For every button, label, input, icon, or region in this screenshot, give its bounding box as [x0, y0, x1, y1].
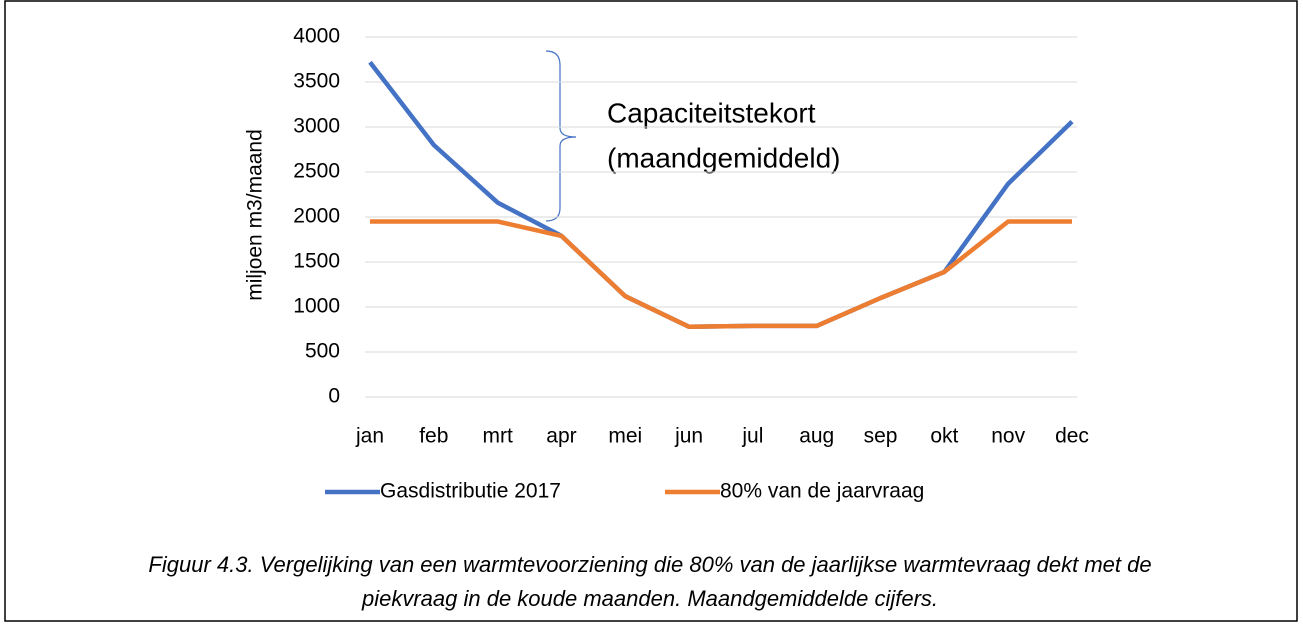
y-axis-title: miljoen m3/maand [244, 129, 267, 301]
y-tick-label: 500 [305, 340, 340, 363]
y-tick-label: 1000 [293, 295, 340, 318]
y-tick-label: 4000 [293, 25, 340, 48]
legend-label: 80% van de jaarvraag [720, 480, 924, 503]
x-tick-label: okt [930, 425, 958, 448]
y-tick-label: 2000 [293, 205, 340, 228]
x-tick-label: mrt [482, 425, 512, 448]
legend-label: Gasdistributie 2017 [380, 480, 561, 503]
y-tick-label: 2500 [293, 160, 340, 183]
x-tick-label: nov [991, 425, 1025, 448]
x-tick-label: jan [355, 425, 384, 448]
x-tick-label: sep [864, 425, 898, 448]
bracket [545, 50, 577, 222]
y-tick-label: 3000 [293, 115, 340, 138]
caption: piekvraag in de koude maanden. Maandgemi… [361, 586, 938, 611]
y-tick-label: 0 [328, 385, 340, 408]
annotation: (maandgemiddeld) [607, 142, 840, 173]
x-tick-label: jun [674, 425, 703, 448]
annotation: Capaciteitstekort [607, 97, 816, 128]
x-tick-label: dec [1055, 425, 1089, 448]
x-tick-label: mei [608, 425, 642, 448]
x-tick-label: jul [741, 425, 763, 448]
series-line [370, 219, 1072, 330]
x-tick-label: aug [799, 425, 834, 448]
caption: Figuur 4.3. Vergelijking van een warmtev… [148, 552, 1151, 577]
y-tick-label: 3500 [293, 70, 340, 93]
y-tick-label: 1500 [293, 250, 340, 273]
x-tick-label: apr [546, 425, 576, 448]
x-tick-label: feb [419, 425, 448, 448]
